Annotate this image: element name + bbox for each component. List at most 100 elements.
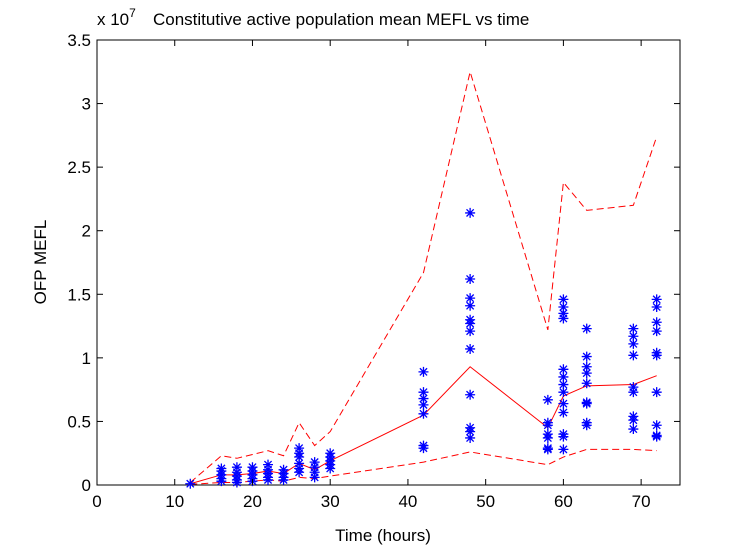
data-point [558, 398, 569, 409]
data-point [465, 207, 476, 218]
data-point [294, 448, 305, 459]
data-point [651, 326, 662, 337]
data-point [628, 387, 639, 398]
x-tick-label: 60 [554, 492, 573, 511]
data-point [542, 417, 553, 428]
data-point [465, 314, 476, 325]
data-point [581, 361, 592, 372]
data-point [294, 463, 305, 474]
data-point [558, 379, 569, 390]
data-point [581, 368, 592, 379]
data-point [581, 351, 592, 362]
data-point [465, 274, 476, 285]
data-point [465, 293, 476, 304]
data-point [465, 326, 476, 337]
data-point [216, 463, 227, 474]
data-point [651, 317, 662, 328]
x-tick-label: 50 [476, 492, 495, 511]
y-axis-label: OFP MEFL [31, 220, 50, 305]
data-point [651, 387, 662, 398]
data-point [628, 424, 639, 435]
data-point [651, 347, 662, 358]
data-point [465, 432, 476, 443]
y-tick-label: 1.5 [67, 285, 91, 304]
data-point [418, 387, 429, 398]
data-layer [185, 69, 662, 489]
y-tick-label: 0 [82, 476, 91, 495]
x-tick-label: 40 [398, 492, 417, 511]
data-point [651, 430, 662, 441]
data-point [418, 393, 429, 404]
mean-line [190, 366, 657, 485]
data-point [581, 323, 592, 334]
data-point [558, 429, 569, 440]
data-point [558, 444, 569, 455]
data-point [581, 378, 592, 389]
data-point [418, 408, 429, 419]
data-point [465, 422, 476, 433]
data-point [247, 462, 258, 473]
data-point [628, 350, 639, 361]
y-tick-label: 2.5 [67, 158, 91, 177]
data-point [628, 411, 639, 422]
ticks-layer: 0 10 20 30 40 50 60 70 0 0.5 1 1.5 2 2.5 3 3.5 [67, 31, 680, 511]
y-tick-label: 1 [82, 349, 91, 368]
data-point [465, 389, 476, 400]
data-point [628, 331, 639, 342]
x-tick-label: 10 [165, 492, 184, 511]
data-point [418, 440, 429, 451]
data-point [325, 448, 336, 459]
dashed-bound-line [190, 448, 657, 485]
data-point [263, 459, 274, 470]
data-point [418, 366, 429, 377]
data-point [558, 407, 569, 418]
data-point [542, 443, 553, 454]
exponent-label: x 107 [97, 6, 136, 29]
data-point [278, 464, 289, 475]
data-point [628, 382, 639, 393]
data-point [581, 417, 592, 428]
plot-area [96, 39, 681, 486]
data-point [185, 478, 196, 489]
data-point [465, 300, 476, 311]
data-point [558, 308, 569, 319]
exponent-power: 7 [129, 6, 136, 20]
data-point [558, 313, 569, 324]
exponent-base: x 10 [97, 10, 129, 29]
data-point [542, 394, 553, 405]
data-point [309, 462, 320, 473]
data-point [418, 399, 429, 410]
data-point [465, 343, 476, 354]
data-point [581, 397, 592, 408]
data-point [628, 323, 639, 334]
data-point [309, 472, 320, 483]
x-tick-label: 0 [92, 492, 101, 511]
data-point [294, 443, 305, 454]
data-point [294, 458, 305, 469]
data-point [231, 467, 242, 478]
x-tick-label: 70 [632, 492, 651, 511]
x-tick-label: 20 [243, 492, 262, 511]
y-tick-label: 0.5 [67, 412, 91, 431]
data-point [263, 464, 274, 475]
data-point [651, 302, 662, 312]
data-point [231, 462, 242, 473]
data-point [542, 429, 553, 440]
data-point [628, 338, 639, 349]
y-tick-label: 3.5 [67, 31, 91, 50]
data-point [558, 302, 569, 312]
data-point [309, 467, 320, 478]
data-point [651, 420, 662, 431]
data-point [309, 457, 320, 468]
chart-title: Constitutive active population mean MEFL… [153, 10, 529, 29]
dashed-bound-line [189, 69, 658, 483]
x-axis-label: Time (hours) [335, 526, 431, 545]
data-point [558, 364, 569, 375]
data-point [558, 387, 569, 398]
data-point [558, 294, 569, 305]
data-point [651, 294, 662, 305]
x-tick-label: 30 [321, 492, 340, 511]
y-tick-label: 3 [82, 95, 91, 114]
